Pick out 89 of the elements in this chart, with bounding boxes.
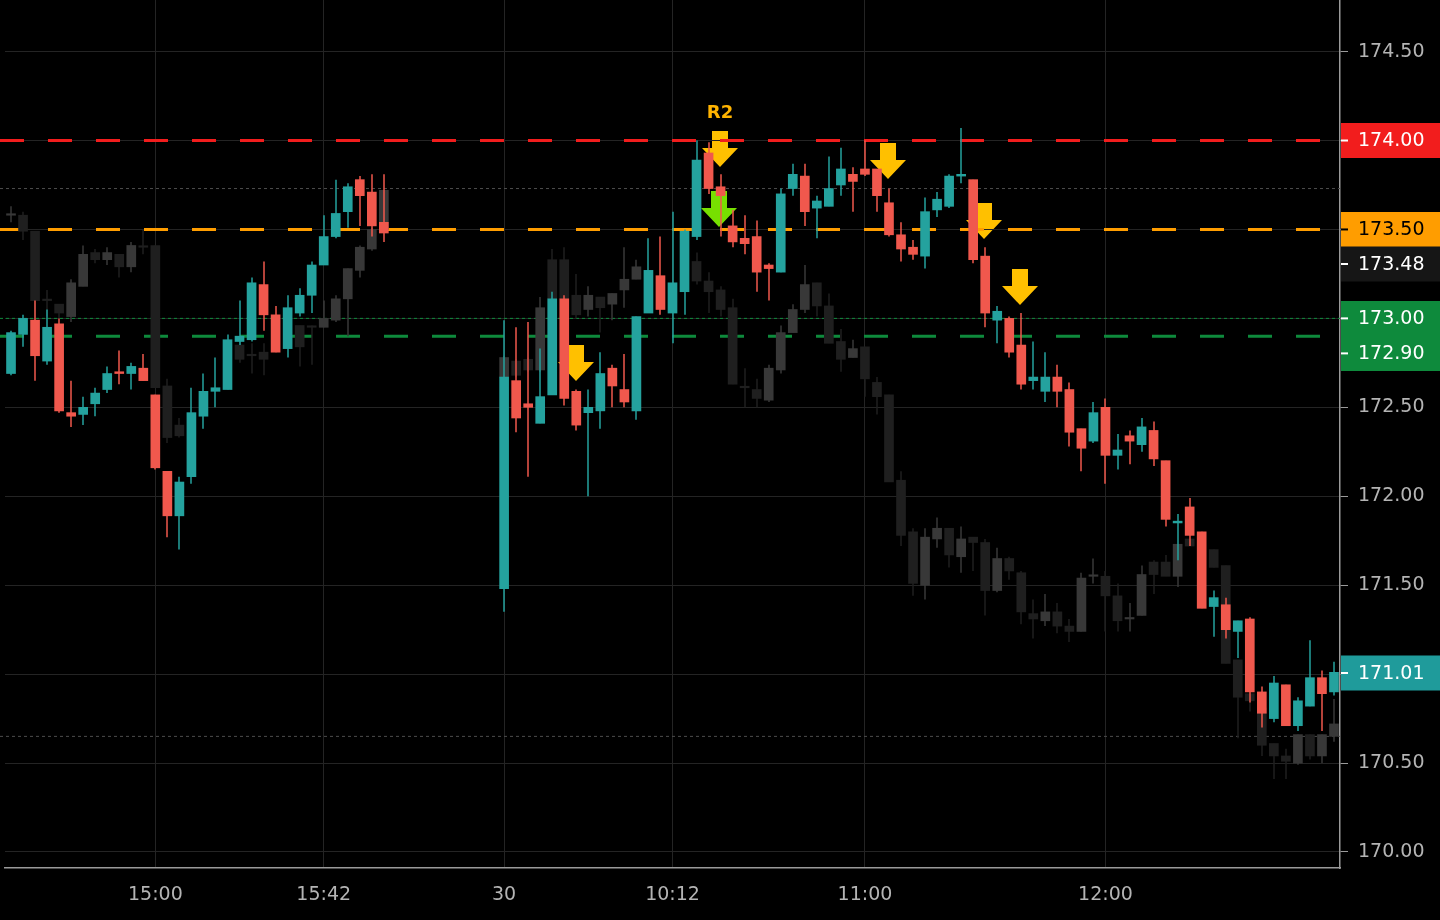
candlestick xyxy=(1305,733,1315,761)
candlestick xyxy=(210,356,221,409)
candlestick xyxy=(619,246,630,309)
candlestick xyxy=(956,525,966,574)
candlestick xyxy=(126,241,137,273)
candlestick xyxy=(138,353,149,382)
candlestick xyxy=(836,146,846,197)
candlestick xyxy=(1232,620,1243,659)
candlestick xyxy=(811,194,822,240)
x-tick-label: 10:12 xyxy=(645,882,700,905)
y-tick-label: 174.50 xyxy=(1358,38,1425,61)
candlestick xyxy=(1329,698,1339,743)
candlestick xyxy=(1076,427,1087,473)
candlestick xyxy=(715,173,726,238)
y-tick-label: 170.00 xyxy=(1358,838,1425,861)
candlestick xyxy=(1317,669,1327,732)
candlestick xyxy=(354,175,365,227)
candlestick xyxy=(1160,554,1171,578)
candlestick xyxy=(126,362,137,391)
candlestick xyxy=(114,349,125,385)
candlestick xyxy=(607,363,618,409)
ref-line-label: 172.90 xyxy=(1358,341,1425,364)
candlestick xyxy=(18,314,28,348)
candlestick xyxy=(1317,733,1327,764)
y-tick-label: 171.50 xyxy=(1358,572,1425,595)
candlestick xyxy=(1004,555,1015,581)
candlestick xyxy=(787,162,798,197)
candlestick xyxy=(583,285,594,318)
candlestick xyxy=(787,303,798,334)
candlestick xyxy=(1028,340,1039,391)
ref-line-label: 173.50 xyxy=(1358,217,1425,240)
ref-line-label: 174.00 xyxy=(1358,128,1425,151)
y-tick-label: 172.00 xyxy=(1358,483,1425,506)
candlestick xyxy=(848,166,858,213)
candlestick xyxy=(619,353,630,409)
candlestick xyxy=(763,262,774,302)
candlestick xyxy=(1052,363,1063,409)
x-tick-label: 12:00 xyxy=(1078,882,1133,905)
candlestick xyxy=(66,379,76,428)
candlestick xyxy=(78,395,89,426)
candlestick xyxy=(932,516,942,549)
y-tick-label: 172.50 xyxy=(1358,394,1425,417)
candlestick xyxy=(1028,598,1039,640)
y-tick-label: 170.50 xyxy=(1358,749,1425,772)
candlestick xyxy=(1124,429,1135,465)
x-tick-label: 30 xyxy=(492,882,517,905)
candlestick xyxy=(908,239,918,261)
candlestick xyxy=(1064,618,1075,643)
candlestick xyxy=(992,305,1003,345)
candlestick xyxy=(1329,660,1339,697)
candlestick xyxy=(896,221,906,263)
text: 173.48 xyxy=(1358,251,1425,274)
candlestick xyxy=(330,294,341,323)
x-tick-label: 11:00 xyxy=(837,882,893,905)
candlestick xyxy=(1208,589,1219,638)
candlestick xyxy=(90,387,101,417)
text: 171.01 xyxy=(1358,660,1425,683)
candlestick xyxy=(932,191,942,218)
candlestick xyxy=(715,285,726,318)
ref-line-label: 173.00 xyxy=(1358,306,1425,329)
candlestick xyxy=(860,139,870,177)
candlestick xyxy=(607,292,618,321)
candlestick xyxy=(1088,557,1099,585)
candlestick xyxy=(114,253,125,279)
x-tick-label: 15:42 xyxy=(296,882,352,905)
candlestick xyxy=(294,324,305,368)
annotation: R2 xyxy=(706,100,734,122)
candlestick xyxy=(330,178,341,240)
candlestick xyxy=(1136,417,1147,453)
candlestick xyxy=(306,324,317,366)
candlestick xyxy=(318,299,329,329)
candlestick xyxy=(1112,433,1123,471)
candlestick xyxy=(811,282,822,318)
candlestick xyxy=(1040,351,1051,403)
candlestick xyxy=(354,244,365,279)
candlestick xyxy=(174,417,185,439)
candlestick xyxy=(294,287,305,318)
candlestick xyxy=(968,536,979,572)
candlestick xyxy=(631,258,642,280)
candlestick xyxy=(102,365,113,394)
candlestick xyxy=(824,155,834,208)
candlestick xyxy=(739,214,750,256)
candlestick xyxy=(258,342,269,377)
candlestick xyxy=(583,388,594,497)
candlestick xyxy=(836,328,846,373)
candlestick xyxy=(703,271,714,314)
x-tick-label: 15:00 xyxy=(127,882,183,905)
candlestick xyxy=(691,251,702,286)
candlestick xyxy=(6,205,16,224)
